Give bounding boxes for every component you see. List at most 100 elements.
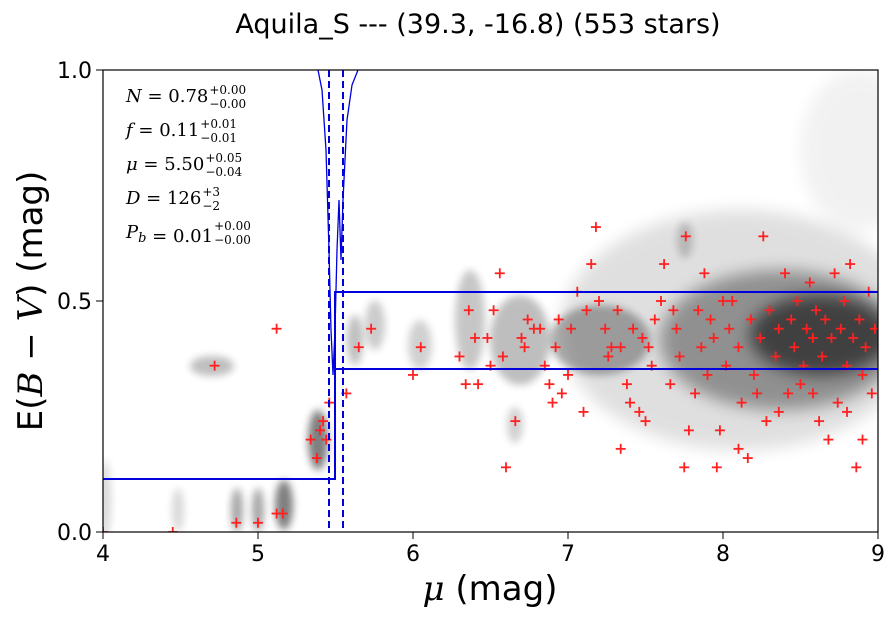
upper-error: +0.00 bbox=[209, 83, 246, 97]
x-tick-label: 5 bbox=[251, 542, 265, 567]
data-point bbox=[366, 323, 377, 334]
data-point bbox=[649, 314, 660, 325]
data-point bbox=[857, 434, 868, 445]
data-point bbox=[736, 397, 747, 408]
y-tick-label: 1.0 bbox=[57, 59, 92, 84]
data-point bbox=[594, 296, 604, 306]
data-point bbox=[801, 323, 812, 334]
data-point bbox=[628, 323, 639, 334]
data-point bbox=[792, 296, 803, 306]
data-point bbox=[603, 351, 614, 362]
data-point bbox=[683, 425, 694, 436]
data-point bbox=[696, 342, 707, 353]
data-point bbox=[488, 305, 499, 316]
lower-error: −0.00 bbox=[214, 233, 251, 247]
data-point bbox=[826, 332, 837, 343]
density-map bbox=[103, 70, 878, 532]
data-point bbox=[494, 268, 505, 279]
data-point bbox=[848, 332, 859, 343]
data-point bbox=[553, 314, 564, 325]
data-point bbox=[606, 342, 617, 353]
data-point bbox=[315, 425, 325, 436]
data-point bbox=[755, 332, 766, 343]
upper-error: +0.00 bbox=[214, 219, 251, 233]
likelihood-curve bbox=[317, 70, 359, 376]
data-point bbox=[473, 379, 484, 390]
model-fit bbox=[103, 70, 878, 532]
data-point bbox=[733, 443, 744, 454]
data-point bbox=[497, 351, 508, 362]
data-point bbox=[408, 369, 418, 380]
data-point bbox=[305, 434, 316, 445]
data-point bbox=[770, 351, 781, 362]
data-point bbox=[829, 268, 840, 279]
data-point bbox=[727, 296, 738, 306]
data-point bbox=[699, 268, 710, 279]
data-point bbox=[795, 379, 806, 390]
data-point bbox=[679, 462, 690, 473]
data-point bbox=[869, 323, 878, 334]
data-point bbox=[690, 388, 701, 399]
data-point bbox=[783, 388, 794, 399]
data-point bbox=[718, 296, 728, 306]
data-point bbox=[640, 416, 651, 427]
data-point bbox=[659, 259, 670, 270]
data-point bbox=[556, 388, 567, 399]
data-point bbox=[522, 314, 533, 325]
data-point bbox=[773, 406, 784, 417]
data-point bbox=[463, 305, 474, 316]
data-point bbox=[581, 305, 592, 316]
data-point bbox=[167, 527, 178, 532]
data-point bbox=[714, 425, 725, 436]
data-point bbox=[807, 332, 818, 343]
data-point bbox=[668, 305, 679, 316]
data-point bbox=[209, 360, 220, 371]
data-point bbox=[519, 342, 530, 353]
data-point bbox=[271, 323, 282, 334]
x-tick-label: 9 bbox=[871, 542, 885, 567]
data-point bbox=[600, 323, 611, 334]
data-point bbox=[749, 369, 759, 380]
data-point bbox=[516, 332, 527, 343]
data-point bbox=[752, 388, 763, 399]
data-point bbox=[724, 323, 735, 334]
data-point bbox=[535, 323, 546, 334]
data-point bbox=[454, 351, 465, 362]
data-point bbox=[860, 342, 871, 353]
data-point bbox=[510, 416, 521, 427]
data-point bbox=[578, 406, 589, 417]
data-point bbox=[702, 369, 713, 380]
data-point bbox=[820, 314, 831, 325]
data-point bbox=[674, 351, 685, 362]
data-point bbox=[761, 416, 772, 427]
data-point bbox=[866, 388, 877, 399]
data-point bbox=[811, 305, 821, 316]
data-point bbox=[550, 342, 561, 353]
lower-error: −0.04 bbox=[205, 165, 242, 179]
lower-error: −0.01 bbox=[200, 131, 237, 145]
data-point bbox=[563, 369, 573, 380]
data-point bbox=[637, 332, 648, 343]
y-axis-label: E(B − V) (mag) bbox=[11, 171, 51, 432]
data-point bbox=[501, 462, 511, 473]
data-point bbox=[615, 342, 626, 353]
data-point bbox=[612, 305, 623, 316]
data-point bbox=[318, 416, 329, 427]
data-point bbox=[482, 332, 493, 343]
data-point bbox=[415, 342, 426, 353]
data-point bbox=[680, 231, 691, 242]
data-point bbox=[693, 305, 704, 316]
data-point bbox=[745, 314, 756, 325]
x-tick-label: 4 bbox=[96, 542, 110, 567]
data-point bbox=[547, 397, 558, 408]
data-point bbox=[470, 332, 480, 343]
data-point bbox=[780, 268, 790, 279]
upper-error: +0.01 bbox=[200, 117, 237, 131]
fit-parameter-label: f = 0.11 bbox=[124, 120, 199, 141]
data-point bbox=[832, 397, 843, 408]
data-point bbox=[544, 379, 555, 390]
lower-error: −2 bbox=[202, 199, 220, 213]
data-point bbox=[460, 379, 471, 390]
data-point bbox=[625, 397, 635, 408]
data-point bbox=[857, 369, 868, 380]
